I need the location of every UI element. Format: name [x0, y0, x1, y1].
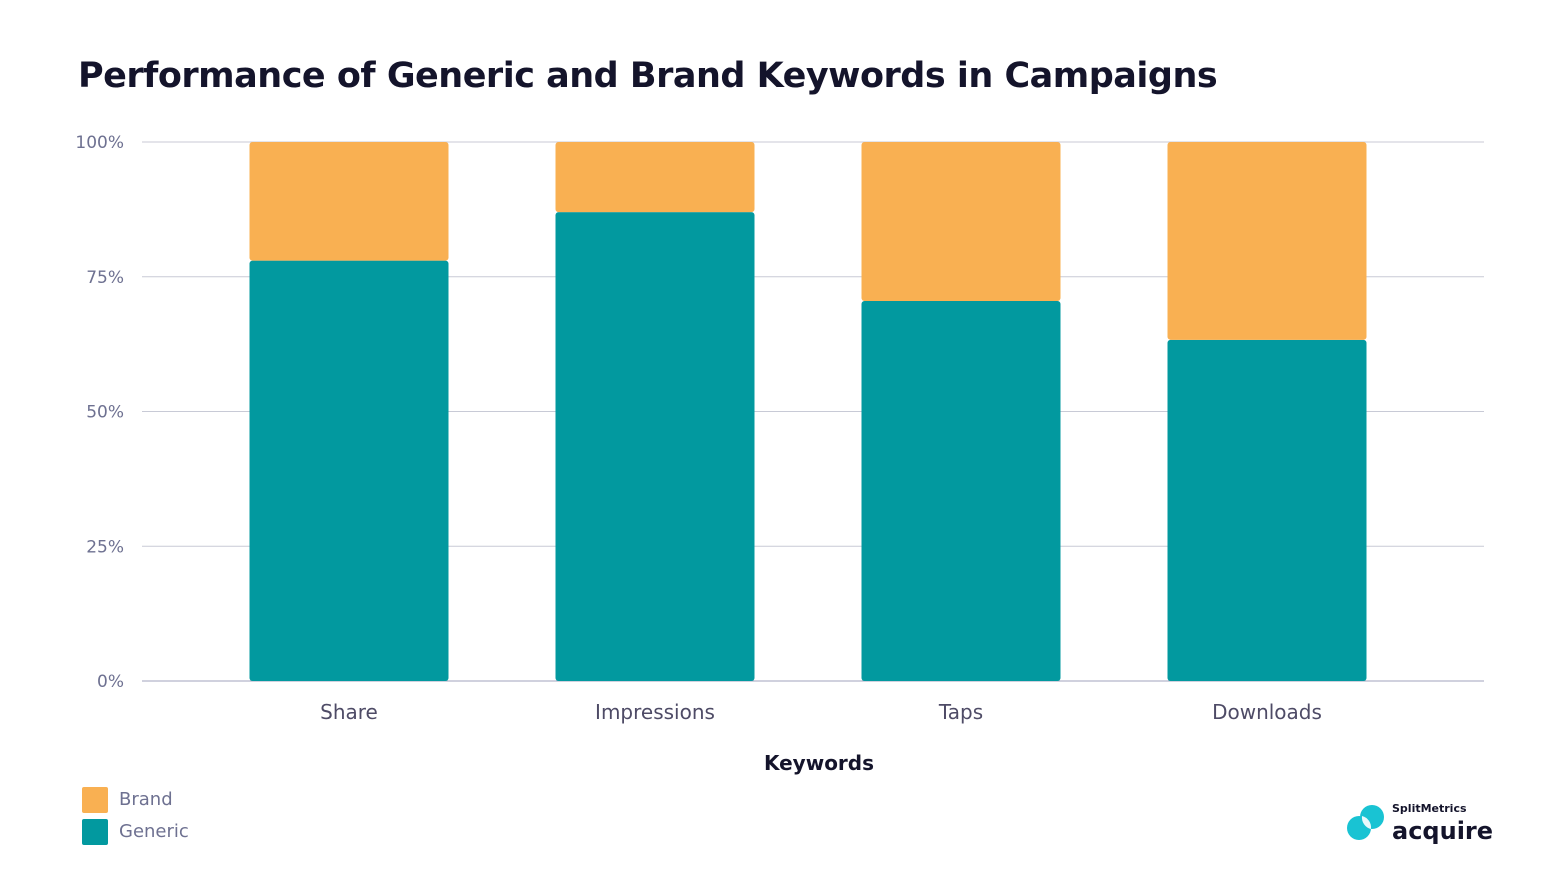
bar-generic [861, 301, 1061, 681]
legend-swatch-generic [82, 819, 108, 845]
logo-brand: SplitMetrics [1392, 802, 1467, 815]
bar-generic [1167, 339, 1367, 681]
bar-brand [861, 142, 1061, 302]
y-tick-label: 50% [86, 403, 124, 423]
bar-generic [555, 212, 755, 681]
chart-title: Performance of Generic and Brand Keyword… [78, 56, 1218, 96]
legend: Brand Generic [82, 784, 189, 848]
x-tick-label: Downloads [1212, 700, 1322, 724]
legend-item-brand: Brand [82, 784, 189, 816]
legend-label: Generic [119, 821, 189, 842]
y-tick-label: 75% [86, 268, 124, 288]
logo-circles-icon [1347, 805, 1384, 840]
x-axis-label: Keywords [764, 751, 874, 775]
y-tick-label: 25% [86, 537, 124, 557]
logo-product: acquire [1392, 817, 1494, 845]
y-tick-label: 100% [75, 133, 124, 153]
legend-swatch-brand [82, 787, 108, 813]
bar-generic [249, 260, 449, 681]
y-tick-label: 0% [97, 672, 124, 692]
x-tick-label: Share [320, 700, 378, 724]
bar-brand [249, 142, 449, 261]
bar-brand [555, 142, 755, 213]
x-tick-label: Taps [938, 700, 983, 724]
x-tick-label: Impressions [595, 700, 715, 724]
bar-brand [1167, 142, 1367, 340]
legend-item-generic: Generic [82, 816, 189, 848]
legend-label: Brand [119, 789, 173, 810]
splitmetrics-logo: SplitMetrics acquire [1346, 802, 1493, 844]
